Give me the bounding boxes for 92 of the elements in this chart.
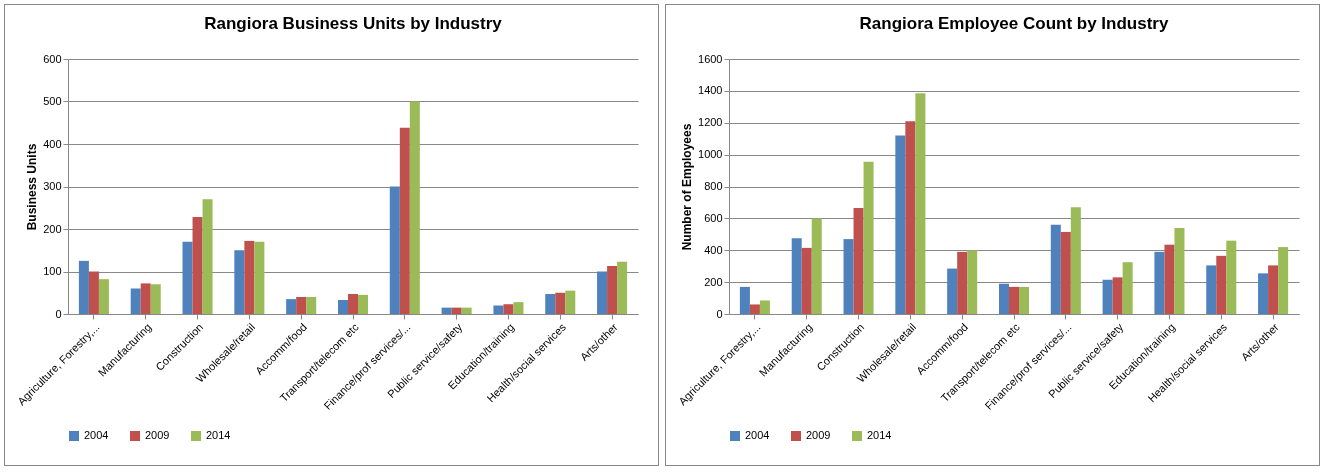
bar xyxy=(1216,255,1227,314)
y-tick-label: 200 xyxy=(43,222,62,235)
bar xyxy=(150,284,161,314)
bar xyxy=(1008,286,1020,314)
y-tick-label: 300 xyxy=(43,180,62,192)
bar xyxy=(565,290,576,314)
bar xyxy=(234,250,245,314)
bar xyxy=(1070,207,1081,314)
bar xyxy=(306,297,317,314)
y-tick-label: 200 xyxy=(704,275,723,288)
y-tick-label: 1000 xyxy=(698,148,723,161)
bar xyxy=(399,127,410,314)
bar xyxy=(1258,273,1269,314)
y-tick-label: 0 xyxy=(55,307,62,320)
y-tick-label: 0 xyxy=(716,307,723,320)
y-tick-label: 600 xyxy=(704,211,723,224)
bar xyxy=(254,241,265,314)
y-tick-label: 1600 xyxy=(698,52,723,65)
bar xyxy=(1102,279,1113,314)
bar xyxy=(843,239,854,314)
bar xyxy=(1278,247,1289,314)
bar xyxy=(957,251,968,314)
bar xyxy=(791,238,802,314)
bar xyxy=(513,302,524,314)
bar xyxy=(98,279,109,314)
bar xyxy=(947,268,958,314)
bar xyxy=(503,304,514,314)
bar xyxy=(607,265,618,314)
bar xyxy=(617,261,628,314)
bar xyxy=(409,101,420,314)
y-tick-label: 1200 xyxy=(698,116,723,129)
legend-label: 2009 xyxy=(145,429,170,441)
bar xyxy=(1112,277,1123,314)
bar xyxy=(801,247,812,314)
y-tick-label: 600 xyxy=(43,52,62,65)
bar xyxy=(182,241,193,314)
bar xyxy=(192,217,203,314)
bar xyxy=(337,299,348,314)
chart-title: Rangiora Business Units by Industry xyxy=(204,14,503,33)
bar xyxy=(88,271,99,314)
bar xyxy=(140,283,151,314)
bar xyxy=(389,186,400,314)
bar xyxy=(130,288,141,314)
bar xyxy=(739,286,750,314)
legend-label: 2009 xyxy=(806,429,831,441)
legend-label: 2014 xyxy=(206,429,231,441)
bar xyxy=(1164,244,1175,314)
y-axis-title: Business Units xyxy=(25,143,40,231)
bar xyxy=(967,250,978,314)
bar xyxy=(461,307,472,314)
bar xyxy=(998,283,1009,314)
bar xyxy=(1019,286,1030,314)
bar xyxy=(1268,265,1279,314)
bar xyxy=(1060,231,1071,314)
bar xyxy=(244,240,255,314)
bar xyxy=(915,93,926,314)
bar xyxy=(1122,262,1133,314)
y-tick-label: 400 xyxy=(704,243,723,256)
bar xyxy=(749,304,760,314)
y-axis-title: Number of Employees xyxy=(680,123,695,251)
legend-label: 2004 xyxy=(745,429,770,441)
legend-label: 2004 xyxy=(84,429,109,441)
bar xyxy=(358,294,369,314)
bar xyxy=(895,135,906,314)
bar xyxy=(1154,251,1165,314)
bar xyxy=(1206,265,1217,314)
bar xyxy=(759,300,770,314)
bar xyxy=(1050,224,1061,314)
bar xyxy=(1226,240,1237,314)
bar xyxy=(78,260,89,314)
bar xyxy=(493,305,504,314)
chart-title: Rangiora Employee Count by Industry xyxy=(859,14,1169,33)
bar xyxy=(441,307,452,314)
bar xyxy=(545,294,556,314)
y-tick-label: 1400 xyxy=(698,84,723,97)
bar xyxy=(597,271,608,314)
y-tick-label: 400 xyxy=(43,137,62,150)
bar xyxy=(905,121,916,314)
y-tick-label: 100 xyxy=(43,265,62,277)
bar xyxy=(286,299,297,314)
bar xyxy=(347,294,359,314)
bar xyxy=(853,208,864,314)
y-tick-label: 800 xyxy=(704,180,723,192)
bar xyxy=(811,218,822,314)
y-tick-label: 500 xyxy=(43,95,62,107)
bar xyxy=(451,307,462,314)
legend-label: 2014 xyxy=(867,429,892,441)
bar xyxy=(296,297,307,314)
bar xyxy=(1174,227,1185,314)
bar xyxy=(202,199,213,314)
bar xyxy=(863,161,874,314)
bar xyxy=(555,292,566,314)
